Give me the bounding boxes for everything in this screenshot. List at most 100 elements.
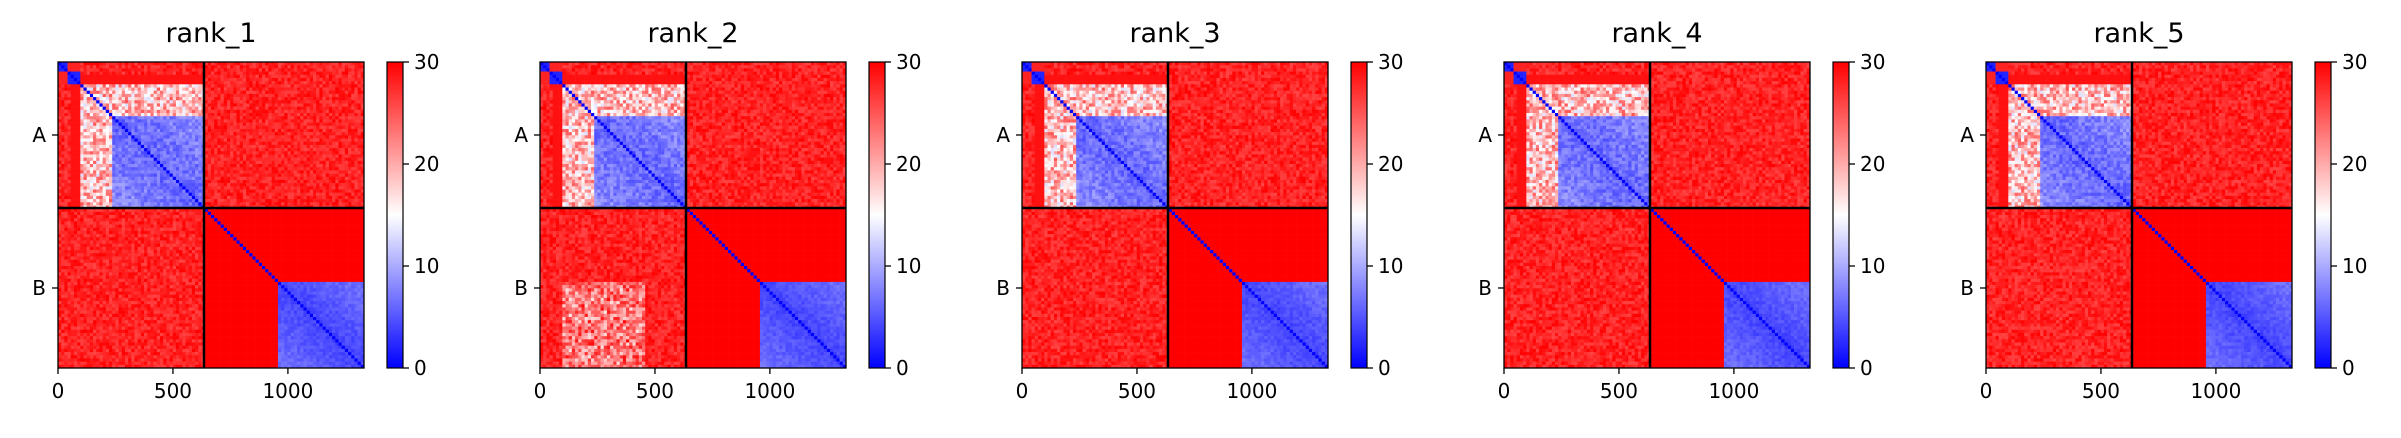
- heatmap-cell: [339, 135, 342, 138]
- heatmap-cell: [297, 123, 300, 126]
- heatmap-cell: [109, 94, 112, 97]
- heatmap-cell: [128, 186, 131, 189]
- heatmap-cell: [243, 221, 246, 224]
- heatmap-cell: [192, 225, 195, 228]
- heatmap-cell: [163, 110, 166, 113]
- heatmap-cell: [198, 218, 201, 221]
- heatmap-cell: [99, 167, 102, 170]
- heatmap-cell: [128, 139, 131, 142]
- heatmap-cell: [84, 139, 87, 142]
- heatmap-cell: [358, 212, 361, 215]
- heatmap-cell: [138, 81, 141, 84]
- heatmap-cell: [230, 126, 233, 129]
- heatmap-cell: [170, 174, 173, 177]
- heatmap-cell: [99, 170, 102, 173]
- heatmap-cell: [233, 225, 236, 228]
- heatmap-cell: [278, 100, 281, 103]
- heatmap-cell: [319, 110, 322, 113]
- heatmap-cell: [128, 129, 131, 132]
- heatmap-cell: [80, 164, 83, 167]
- heatmap-cell: [240, 103, 243, 106]
- heatmap-cell: [109, 119, 112, 122]
- heatmap-cell: [323, 145, 326, 148]
- heatmap-cell: [265, 177, 268, 180]
- heatmap-cell: [284, 202, 287, 205]
- heatmap-cell: [307, 183, 310, 186]
- heatmap-cell: [316, 94, 319, 97]
- heatmap-cell: [354, 225, 357, 228]
- heatmap-cell: [198, 151, 201, 154]
- heatmap-cell: [80, 158, 83, 161]
- heatmap-cell: [186, 94, 189, 97]
- heatmap-cell: [157, 68, 160, 71]
- heatmap-cell: [275, 225, 278, 228]
- heatmap-cell: [176, 142, 179, 145]
- heatmap-cell: [313, 113, 316, 116]
- heatmap-cell: [135, 225, 138, 228]
- heatmap-cell: [192, 88, 195, 91]
- heatmap-cell: [221, 193, 224, 196]
- heatmap-cell: [141, 132, 144, 135]
- heatmap-cell: [211, 212, 214, 215]
- heatmap-cell: [150, 212, 153, 215]
- heatmap-cell: [84, 225, 87, 228]
- heatmap-cell: [84, 164, 87, 167]
- heatmap-cell: [288, 94, 291, 97]
- heatmap-cell: [84, 202, 87, 205]
- heatmap-cell: [240, 170, 243, 173]
- heatmap-cell: [249, 84, 252, 87]
- heatmap-cell: [240, 68, 243, 71]
- heatmap-cell: [192, 215, 195, 218]
- heatmap-cell: [160, 186, 163, 189]
- heatmap-cell: [214, 199, 217, 202]
- heatmap-cell: [64, 88, 67, 91]
- heatmap-cell: [345, 65, 348, 68]
- heatmap-cell: [354, 161, 357, 164]
- heatmap-cell: [335, 170, 338, 173]
- heatmap-cell: [103, 148, 106, 151]
- heatmap-cell: [77, 126, 80, 129]
- heatmap-cell: [186, 202, 189, 205]
- heatmap-cell: [259, 65, 262, 68]
- heatmap-cell: [150, 196, 153, 199]
- heatmap-cell: [115, 190, 118, 193]
- heatmap-cell: [288, 167, 291, 170]
- heatmap-cell: [147, 75, 150, 78]
- heatmap-cell: [272, 84, 275, 87]
- heatmap-cell: [281, 215, 284, 218]
- heatmap-cell: [170, 65, 173, 68]
- heatmap-cell: [316, 221, 319, 224]
- heatmap-cell: [103, 193, 106, 196]
- heatmap-cell: [166, 221, 169, 224]
- heatmap-cell: [144, 65, 147, 68]
- heatmap-cell: [268, 68, 271, 71]
- heatmap-cell: [259, 110, 262, 113]
- heatmap-cell: [237, 202, 240, 205]
- heatmap-cell: [157, 151, 160, 154]
- heatmap-cell: [173, 123, 176, 126]
- heatmap-cell: [166, 151, 169, 154]
- heatmap-cell: [163, 135, 166, 138]
- heatmap-cell: [354, 183, 357, 186]
- heatmap-cell: [208, 113, 211, 116]
- heatmap-cell: [115, 180, 118, 183]
- heatmap-cell: [335, 94, 338, 97]
- heatmap-cell: [313, 196, 316, 199]
- heatmap-cell: [208, 135, 211, 138]
- heatmap-cell: [300, 91, 303, 94]
- heatmap-cell: [138, 218, 141, 221]
- heatmap-cell: [198, 100, 201, 103]
- heatmap-cell: [115, 75, 118, 78]
- heatmap-cell: [61, 145, 64, 148]
- heatmap-cell: [240, 145, 243, 148]
- heatmap-cell: [275, 170, 278, 173]
- heatmap-cell: [291, 132, 294, 135]
- heatmap-cell: [198, 84, 201, 87]
- heatmap-cell: [329, 183, 332, 186]
- heatmap-cell: [303, 110, 306, 113]
- heatmap-cell: [96, 68, 99, 71]
- heatmap-cell: [163, 183, 166, 186]
- heatmap-cell: [339, 113, 342, 116]
- heatmap-cell: [68, 142, 71, 145]
- heatmap-cell: [332, 145, 335, 148]
